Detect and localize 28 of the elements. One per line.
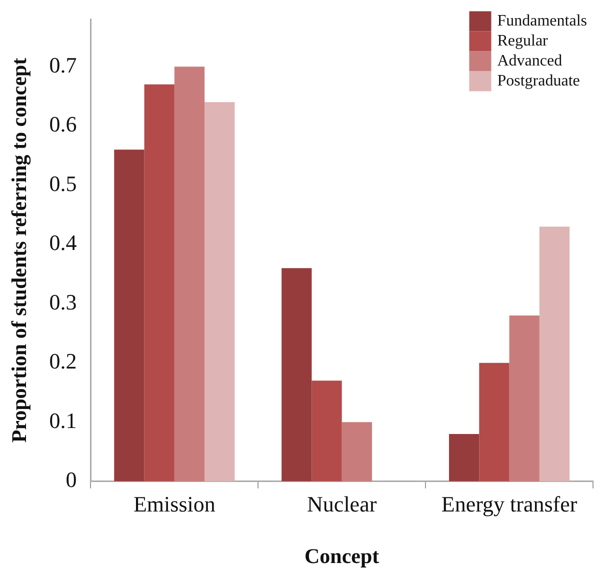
bar [449,434,480,482]
y-tick-label: 0.1 [49,408,77,433]
y-tick-label: 0.7 [49,52,77,78]
bar [479,362,510,482]
y-tick-label: 0.2 [49,348,77,374]
bar [509,315,540,482]
x-tick-label: Energy transfer [441,491,578,516]
y-tick-label: 0.6 [49,112,77,137]
y-tick-label: 0.4 [49,230,77,256]
legend-label: Regular [497,32,549,50]
y-tick-label: 0.3 [49,289,77,314]
y-tick-label: 0.5 [49,170,77,196]
bar [144,84,174,482]
x-tick-label: Emission [133,491,216,516]
x-tick-label: Nuclear [307,491,378,516]
bar [204,102,235,482]
x-axis-title: Concept [304,544,380,568]
legend-label: Advanced [497,52,562,70]
y-axis-title: Proportion of students referring to concept [7,58,32,443]
legend-label: Fundamentals [497,12,587,30]
legend-label: Postgraduate [497,72,580,90]
bar [282,268,312,482]
bar [342,422,372,482]
bar [114,150,144,482]
bar [174,66,205,482]
bar [312,380,342,482]
y-tick-label: 0 [66,467,77,492]
bar [539,226,570,482]
